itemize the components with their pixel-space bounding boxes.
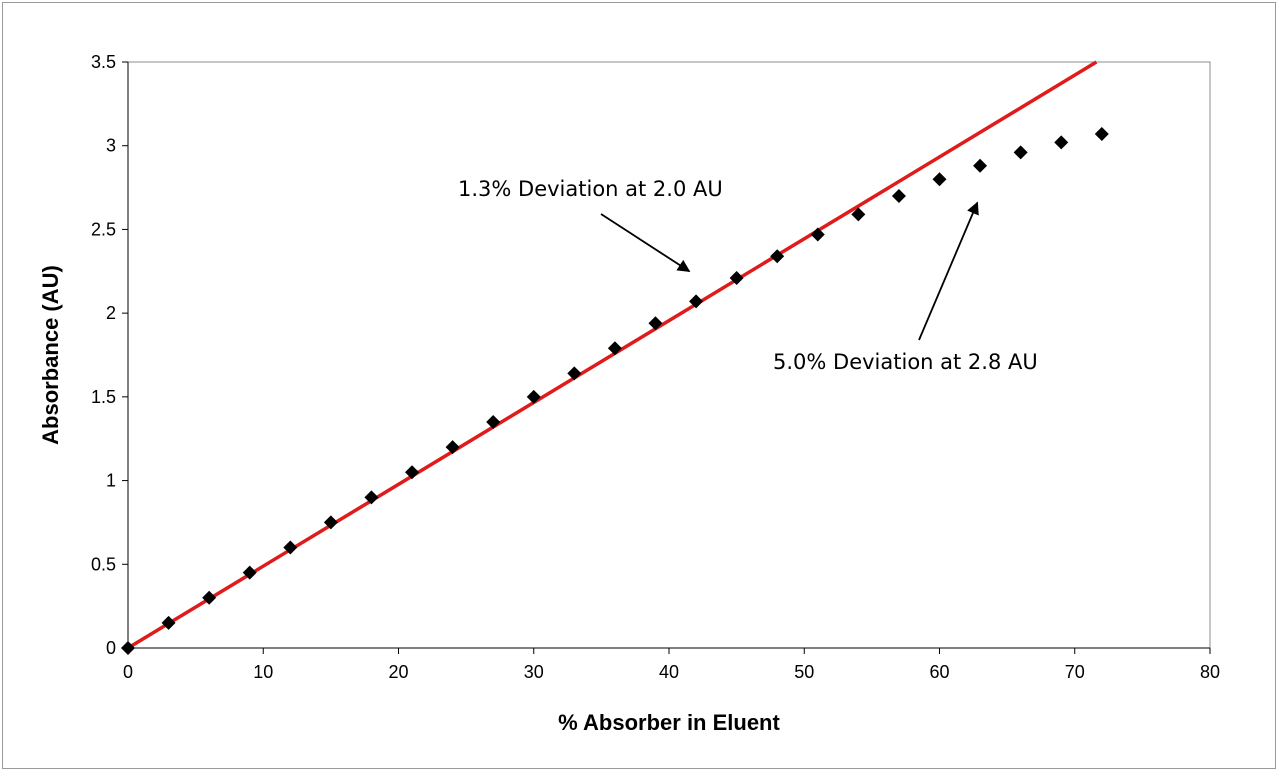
annotations-layer: 1.3% Deviation at 2.0 AU 5.0% Deviation a…	[458, 177, 1038, 374]
y-tick-label: 0.5	[91, 554, 116, 574]
annotation-text: 5.0% Deviation at 2.8 AU	[773, 350, 1038, 374]
data-point	[770, 249, 785, 264]
data-point	[932, 172, 947, 187]
data-point	[486, 414, 501, 429]
x-tick-label: 10	[253, 662, 273, 682]
data-point	[973, 158, 988, 173]
data-point	[1013, 145, 1028, 160]
axes: 0 10 20 30 40 50 60 70 80 0 0.5 1 1.5 2 2.5 3 3.5	[91, 52, 1220, 682]
data-point	[323, 515, 338, 530]
x-tick-label: 70	[1065, 662, 1085, 682]
annotation-arrow	[600, 213, 691, 273]
data-point	[364, 490, 379, 505]
data-point	[729, 270, 744, 285]
x-tick-label: 30	[524, 662, 544, 682]
data-point	[567, 366, 582, 381]
y-tick-label: 2	[106, 303, 116, 323]
data-point	[242, 565, 257, 580]
data-point	[1094, 126, 1109, 141]
data-point	[445, 440, 460, 455]
annotation-arrow	[918, 201, 979, 341]
data-point	[405, 465, 420, 480]
data-point	[648, 316, 663, 331]
data-point	[161, 615, 176, 630]
annotation-text: 1.3% Deviation at 2.0 AU	[458, 177, 723, 201]
data-points-layer	[121, 126, 1109, 655]
y-tick-label: 0	[106, 638, 116, 658]
x-tick-label: 50	[794, 662, 814, 682]
data-point	[1054, 135, 1069, 150]
data-point	[202, 590, 217, 605]
y-tick-label: 1.5	[91, 387, 116, 407]
data-point	[283, 540, 298, 555]
y-tick-label: 2.5	[91, 219, 116, 239]
data-point	[121, 641, 135, 655]
x-tick-label: 80	[1200, 662, 1220, 682]
data-point	[891, 188, 906, 203]
data-point	[851, 207, 866, 222]
data-point	[689, 294, 704, 309]
x-tick-label: 0	[123, 662, 133, 682]
data-point	[607, 341, 622, 356]
x-tick-label: 40	[659, 662, 679, 682]
chart-svg: 0 10 20 30 40 50 60 70 80 0 0.5 1 1.5 2 2.5 3 3.5 1.3% D…	[38, 52, 1220, 735]
data-point	[810, 227, 825, 242]
x-axis-title: % Absorber in Eluent	[558, 710, 780, 735]
y-tick-label: 3.5	[91, 52, 116, 72]
x-tick-label: 20	[388, 662, 408, 682]
y-tick-label: 1	[106, 471, 116, 491]
y-axis-title: Absorbance (AU)	[38, 265, 63, 445]
data-point	[526, 389, 541, 404]
plot-area-border	[127, 61, 1211, 649]
y-tick-label: 3	[106, 136, 116, 156]
x-tick-label: 60	[929, 662, 949, 682]
